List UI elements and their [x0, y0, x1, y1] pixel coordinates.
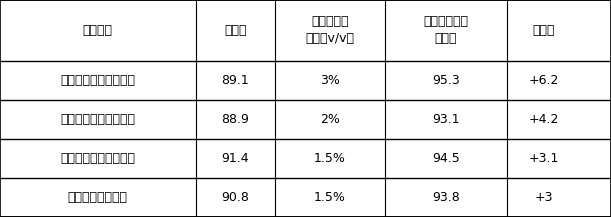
Text: 95.3: 95.3 [432, 74, 460, 87]
Text: +4.2: +4.2 [529, 113, 559, 126]
Text: +3.1: +3.1 [529, 152, 559, 165]
Text: 吉林石化炼厂催化汽油: 吉林石化炼厂催化汽油 [60, 152, 135, 165]
Text: 汽油名称: 汽油名称 [82, 24, 113, 37]
Text: +6.2: +6.2 [529, 74, 559, 87]
Text: 1.5%: 1.5% [314, 191, 346, 204]
Text: 加抗爆剂后的
辛烷值: 加抗爆剂后的 辛烷值 [423, 15, 469, 45]
Text: 94.5: 94.5 [432, 152, 460, 165]
Text: 吉林石化炼厂催化汽油: 吉林石化炼厂催化汽油 [60, 113, 135, 126]
Text: 吉林石化炼厂催化汽油: 吉林石化炼厂催化汽油 [60, 74, 135, 87]
Text: 93.8: 93.8 [432, 191, 460, 204]
Text: 93.1: 93.1 [432, 113, 460, 126]
Text: 91.4: 91.4 [221, 152, 249, 165]
Text: +3: +3 [535, 191, 553, 204]
Text: 89.1: 89.1 [221, 74, 249, 87]
Text: 88.9: 88.9 [221, 113, 249, 126]
Text: 提高值: 提高值 [533, 24, 555, 37]
Text: 汽油抗爆剂
加量（v/v）: 汽油抗爆剂 加量（v/v） [306, 15, 354, 45]
Text: 2%: 2% [320, 113, 340, 126]
Text: 3%: 3% [320, 74, 340, 87]
Text: 辛烷值: 辛烷值 [224, 24, 246, 37]
Text: 90.8: 90.8 [221, 191, 249, 204]
Text: 大庆石化混合汽油: 大庆石化混合汽油 [68, 191, 128, 204]
Text: 1.5%: 1.5% [314, 152, 346, 165]
